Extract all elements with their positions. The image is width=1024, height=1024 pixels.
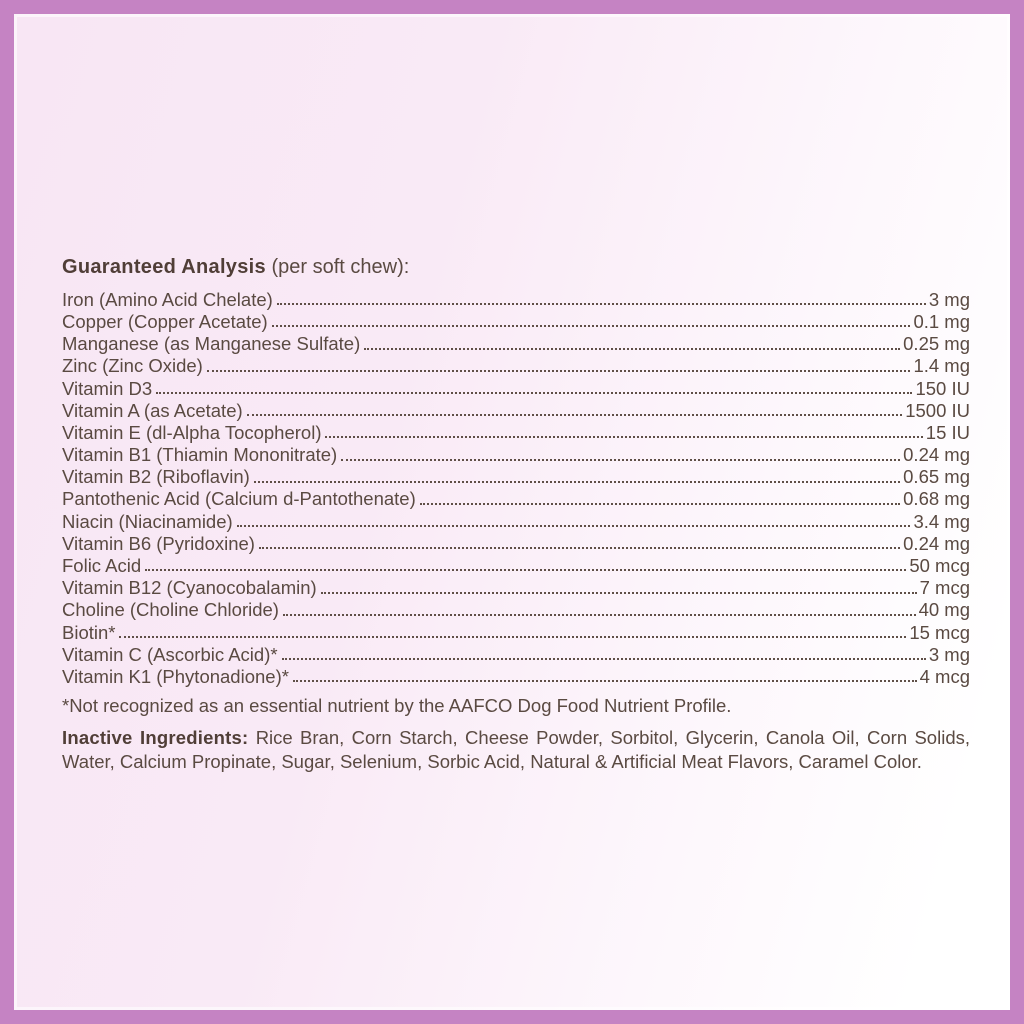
- table-row: Choline (Choline Chloride) 40 mg: [62, 598, 970, 620]
- nutrient-value: 1500 IU: [905, 399, 970, 421]
- aafco-footnote: *Not recognized as an essential nutrient…: [62, 695, 732, 717]
- table-row: Niacin (Niacinamide) 3.4 mg: [62, 509, 970, 531]
- dot-leader: [276, 303, 926, 306]
- nutrient-value: 15 IU: [925, 421, 970, 443]
- nutrient-value: 3 mg: [928, 288, 970, 310]
- dot-leader: [258, 547, 901, 550]
- nutrient-value: 0.1 mg: [913, 310, 970, 332]
- dot-leader: [364, 347, 901, 350]
- inactive-ingredients-heading: Inactive Ingredients:: [62, 727, 249, 749]
- nutrient-value: 1.4 mg: [913, 355, 970, 377]
- dot-leader: [341, 458, 901, 461]
- nutrient-name: Biotin*: [62, 621, 116, 643]
- nutrient-name: Iron (Amino Acid Chelate): [62, 288, 273, 310]
- nutrient-name: Vitamin B12 (Cyanocobalamin): [62, 577, 317, 599]
- dot-leader: [253, 480, 901, 483]
- panel-title: Guaranteed Analysis (per soft chew):: [62, 256, 970, 278]
- dot-leader: [206, 369, 911, 372]
- table-row: Vitamin E (dl-Alpha Tocopherol) 15 IU: [62, 420, 970, 442]
- inactive-ingredients-text: Rice Bran, Corn Starch, Cheese Powder, S…: [62, 727, 970, 773]
- nutrient-name: Choline (Choline Chloride): [62, 599, 279, 621]
- nutrient-value: 4 mcg: [919, 665, 970, 687]
- nutrient-value: 50 mcg: [909, 555, 970, 577]
- nutrient-name: Vitamin E (dl-Alpha Tocopherol): [62, 421, 322, 443]
- dot-leader: [119, 636, 907, 638]
- dot-leader: [236, 525, 911, 528]
- dot-leader: [281, 658, 926, 661]
- table-row: Biotin* 15 mcg: [62, 620, 970, 642]
- table-row: Pantothenic Acid (Calcium d-Pantothenate…: [62, 487, 970, 509]
- nutrient-name: Zinc (Zinc Oxide): [62, 355, 203, 377]
- nutrient-name: Vitamin K1 (Phytonadione)*: [62, 665, 289, 687]
- nutrient-value: 0.68 mg: [903, 488, 970, 510]
- nutrient-value: 0.24 mg: [903, 532, 970, 554]
- dot-leader: [325, 436, 923, 439]
- label-content: Guaranteed Analysis (per soft chew): Iro…: [14, 14, 1010, 1010]
- dot-leader: [271, 325, 911, 328]
- table-row: Zinc (Zinc Oxide) 1.4 mg: [62, 354, 970, 376]
- table-row: Vitamin B12 (Cyanocobalamin) 7 mcg: [62, 575, 970, 599]
- nutrient-name: Pantothenic Acid (Calcium d-Pantothenate…: [62, 488, 416, 510]
- nutrient-value: 3.4 mg: [913, 510, 970, 532]
- dot-leader: [419, 502, 901, 505]
- table-row: Vitamin K1 (Phytonadione)* 4 mcg: [62, 664, 970, 687]
- nutrient-name: Vitamin A (as Acetate): [62, 399, 243, 421]
- dot-leader: [320, 591, 917, 594]
- nutrient-value: 40 mg: [918, 599, 970, 621]
- nutrient-name: Manganese (as Manganese Sulfate): [62, 333, 361, 355]
- table-row: Vitamin B2 (Riboflavin) 0.65 mg: [62, 465, 970, 487]
- nutrient-value: 150 IU: [915, 377, 970, 399]
- table-row: Vitamin D3 150 IU: [62, 376, 970, 398]
- nutrient-name: Vitamin D3: [62, 377, 153, 399]
- guaranteed-analysis-heading: Guaranteed Analysis: [62, 256, 266, 278]
- table-row: Vitamin A (as Acetate) 1500 IU: [62, 398, 970, 420]
- per-soft-chew-note: (per soft chew):: [265, 256, 410, 278]
- dot-leader: [282, 613, 916, 616]
- nutrient-value: 0.24 mg: [903, 444, 970, 466]
- table-row: Vitamin C (Ascorbic Acid)* 3 mg: [62, 642, 970, 664]
- nutrient-value: 0.65 mg: [903, 466, 970, 488]
- nutrient-name: Vitamin B2 (Riboflavin): [62, 466, 250, 488]
- nutrient-name: Niacin (Niacinamide): [62, 510, 233, 532]
- nutrient-name: Folic Acid: [62, 555, 142, 577]
- table-row: Vitamin B6 (Pyridoxine) 0.24 mg: [62, 531, 970, 553]
- nutrient-value: 7 mcg: [919, 577, 970, 599]
- table-row: Iron (Amino Acid Chelate) 3 mg: [62, 287, 970, 309]
- nutrient-name: Copper (Copper Acetate): [62, 310, 268, 332]
- nutrient-name: Vitamin B1 (Thiamin Mononitrate): [62, 444, 338, 466]
- nutrient-name: Vitamin C (Ascorbic Acid)*: [62, 643, 278, 665]
- inactive-ingredients: Inactive Ingredients: Rice Bran, Corn St…: [62, 726, 970, 774]
- dot-leader: [145, 569, 907, 572]
- dot-leader: [292, 680, 917, 683]
- table-row: Folic Acid 50 mcg: [62, 553, 970, 577]
- nutrient-value: 3 mg: [928, 643, 970, 665]
- nutrient-value: 0.25 mg: [903, 333, 970, 355]
- dot-leader: [156, 391, 913, 394]
- analysis-table: Iron (Amino Acid Chelate) 3 mg Copper (C…: [62, 287, 970, 686]
- table-row: Manganese (as Manganese Sulfate) 0.25 mg: [62, 331, 970, 355]
- nutrient-name: Vitamin B6 (Pyridoxine): [62, 532, 255, 554]
- table-row: Copper (Copper Acetate) 0.1 mg: [62, 309, 970, 332]
- table-row: Vitamin B1 (Thiamin Mononitrate) 0.24 mg: [62, 442, 970, 466]
- dot-leader: [246, 414, 903, 417]
- nutrient-value: 15 mcg: [909, 621, 970, 643]
